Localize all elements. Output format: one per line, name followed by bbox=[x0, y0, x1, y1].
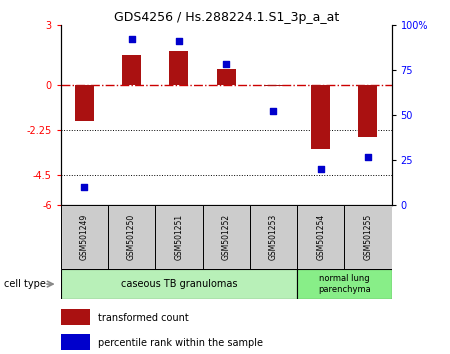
Text: caseous TB granulomas: caseous TB granulomas bbox=[121, 279, 237, 289]
Point bbox=[222, 62, 230, 67]
FancyBboxPatch shape bbox=[250, 205, 297, 269]
Text: percentile rank within the sample: percentile rank within the sample bbox=[98, 338, 263, 348]
FancyBboxPatch shape bbox=[202, 205, 250, 269]
Point bbox=[176, 38, 183, 44]
Bar bbox=[169, 51, 189, 85]
FancyBboxPatch shape bbox=[108, 205, 155, 269]
Bar bbox=[61, 334, 90, 350]
Text: transformed count: transformed count bbox=[98, 313, 189, 323]
Text: GSM501250: GSM501250 bbox=[127, 214, 136, 260]
Text: GSM501254: GSM501254 bbox=[316, 214, 325, 260]
Bar bbox=[75, 85, 94, 121]
FancyBboxPatch shape bbox=[297, 269, 392, 299]
Bar bbox=[358, 85, 378, 137]
Bar bbox=[61, 309, 90, 325]
FancyBboxPatch shape bbox=[297, 205, 344, 269]
Bar bbox=[264, 85, 283, 86]
Bar bbox=[311, 85, 330, 149]
FancyBboxPatch shape bbox=[344, 205, 392, 269]
Title: GDS4256 / Hs.288224.1.S1_3p_a_at: GDS4256 / Hs.288224.1.S1_3p_a_at bbox=[113, 11, 339, 24]
Point bbox=[317, 166, 324, 172]
Text: GSM501249: GSM501249 bbox=[80, 214, 89, 260]
Point bbox=[270, 109, 277, 114]
Text: GSM501252: GSM501252 bbox=[221, 214, 230, 260]
Point bbox=[81, 184, 88, 190]
Text: GSM501251: GSM501251 bbox=[175, 214, 184, 260]
Bar bbox=[217, 69, 236, 85]
Text: GSM501255: GSM501255 bbox=[364, 214, 373, 260]
Text: normal lung
parenchyma: normal lung parenchyma bbox=[318, 274, 371, 294]
FancyBboxPatch shape bbox=[61, 205, 108, 269]
Point bbox=[364, 154, 372, 159]
FancyBboxPatch shape bbox=[61, 269, 297, 299]
Text: cell type: cell type bbox=[4, 279, 46, 289]
Text: GSM501253: GSM501253 bbox=[269, 214, 278, 260]
Point bbox=[128, 36, 135, 42]
Bar bbox=[122, 55, 141, 85]
FancyBboxPatch shape bbox=[155, 205, 202, 269]
